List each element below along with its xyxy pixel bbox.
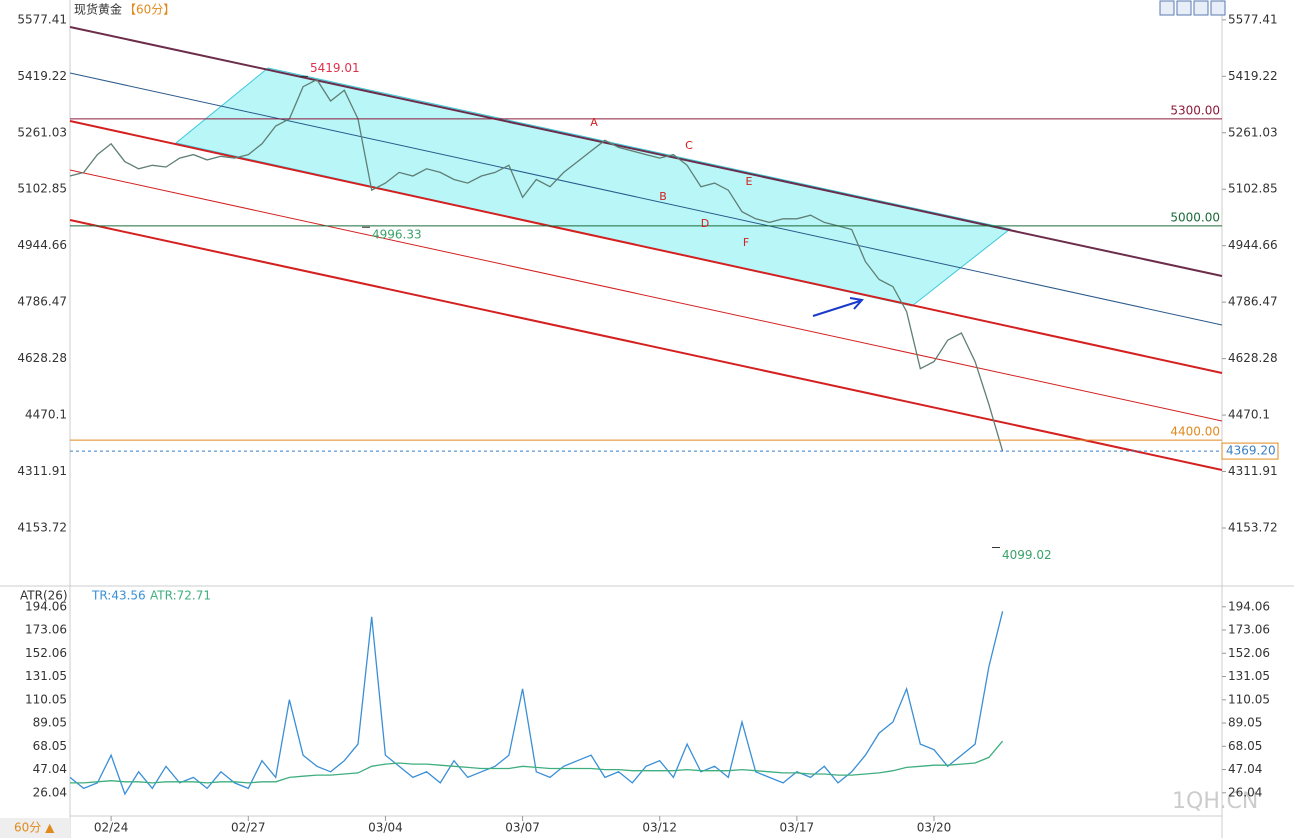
y-tick-label: 194.06 [25,599,67,613]
y-tick-label: 110.05 [1228,692,1270,706]
y-tick-label: 152.06 [1228,646,1270,660]
y-tick-label: 5577.41 [17,12,67,26]
x-tick-label: 02/24 [94,821,129,835]
x-tick-label: 03/20 [917,821,952,835]
period-label: 【60分】 [124,3,175,17]
y-tick-label: 47.04 [1228,762,1262,776]
level-label: 5300.00 [1170,103,1220,117]
level-label: 5000.00 [1170,210,1220,224]
annotation: F [743,236,749,249]
toolbar [1159,0,1226,16]
extreme-label: 4099.02 [1002,548,1052,562]
x-tick-label: 03/07 [505,821,540,835]
y-tick-label: 4311.91 [1228,464,1278,478]
channel-line [69,169,1223,422]
channel-line [69,72,1223,326]
y-tick-label: 4628.28 [1228,351,1278,365]
y-tick-label: 68.05 [1228,739,1262,753]
y-tick-label: 4153.72 [1228,520,1278,534]
y-tick-label: 131.05 [1228,669,1270,683]
tool-button[interactable] [1210,0,1226,16]
annotation: C [685,139,693,152]
period-button-bg[interactable] [0,818,70,838]
y-tick-label: 5577.41 [1228,12,1278,26]
annotation: A [590,116,598,129]
y-tick-label: 26.04 [1228,785,1262,799]
watermark: 1QH.CN [1172,789,1258,814]
series-line [70,740,1004,784]
period-button[interactable]: 60分 ▲ [14,821,55,835]
price-box [1221,442,1279,460]
x-tick-label: 03/17 [780,821,815,835]
y-tick-label: 131.05 [25,669,67,683]
y-tick-label: 4628.28 [17,351,67,365]
annotation: E [746,175,753,188]
arrow-head [849,297,864,310]
y-tick-label: 4786.47 [1228,295,1278,309]
y-tick-label: 110.05 [25,692,67,706]
legend-entry: ATR:72.71 [150,589,211,603]
y-tick-label: 68.05 [33,739,67,753]
y-tick-label: 5102.85 [1228,182,1278,196]
extreme-label: 5419.01 [310,61,360,75]
indicator-title: ATR(26) [20,589,68,603]
y-tick-label: 4944.66 [1228,238,1278,252]
annotation: B [659,190,667,203]
y-tick-label: 5419.22 [1228,69,1278,83]
price-label: 4369.20 [1226,444,1276,458]
y-tick-label: 152.06 [25,646,67,660]
y-tick-label: 5419.22 [17,69,67,83]
y-tick-label: 4153.72 [17,520,67,534]
y-tick-label: 4944.66 [17,238,67,252]
y-tick-label: 4786.47 [17,295,67,309]
tool-button[interactable] [1193,0,1209,16]
series-line [69,78,1004,452]
chart-title: 现货黄金 [74,2,122,17]
y-tick-label: 47.04 [33,762,67,776]
y-tick-label: 173.06 [1228,623,1270,637]
y-tick-label: 5261.03 [17,125,67,139]
y-tick-label: 173.06 [25,623,67,637]
channel-line [69,219,1223,471]
channel-line [69,120,1223,374]
y-tick-label: 5261.03 [1228,125,1278,139]
tool-button[interactable] [1159,0,1175,16]
y-tick-label: 4470.1 [25,408,67,422]
legend-entry: TR:43.56 [91,589,146,603]
annotation: D [701,217,709,230]
y-tick-label: 26.04 [33,785,67,799]
y-tick-label: 89.05 [1228,716,1262,730]
extreme-label: 4996.33 [372,228,422,242]
level-label: 4400.00 [1170,425,1220,439]
tool-button[interactable] [1176,0,1192,16]
x-tick-label: 02/27 [231,821,266,835]
x-tick-label: 03/04 [368,821,403,835]
x-tick-label: 03/12 [642,821,677,835]
y-tick-label: 4311.91 [17,464,67,478]
channel-line [69,26,1223,277]
y-tick-label: 4470.1 [1228,408,1270,422]
y-tick-label: 89.05 [33,716,67,730]
y-tick-label: 194.06 [1228,599,1270,613]
arrow [812,300,861,317]
y-tick-label: 5102.85 [17,182,67,196]
